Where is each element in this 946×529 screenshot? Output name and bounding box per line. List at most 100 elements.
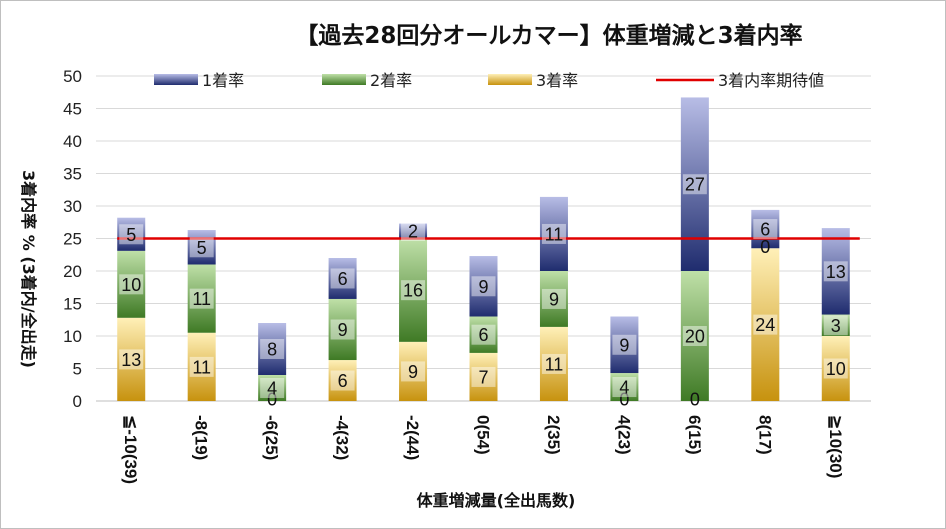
x-category-label: 0(54) — [474, 415, 493, 455]
y-tick-label: 20 — [63, 262, 82, 281]
bar-2-5 — [469, 316, 498, 353]
legend-label: 1着率 — [202, 71, 244, 90]
data-label-1-6: 11 — [545, 224, 564, 244]
y-tick-label: 0 — [73, 392, 82, 411]
bars — [117, 97, 850, 401]
bar-3-6 — [539, 326, 568, 401]
data-label-2-8: 20 — [685, 327, 705, 347]
data-label-bg — [189, 356, 214, 377]
data-label-bg — [612, 377, 637, 398]
data-label-1-10: 13 — [826, 262, 846, 282]
data-label-bg — [260, 378, 285, 398]
legend: 1着率 2着率 3着率 3着内率期待値 — [154, 71, 824, 90]
data-label-bg — [401, 221, 426, 242]
data-label-1-0: 5 — [126, 225, 136, 245]
data-label-bg — [682, 326, 707, 346]
data-label-bg — [189, 237, 214, 258]
bar-1-4 — [399, 223, 428, 239]
data-label-3-5: 7 — [478, 367, 488, 387]
data-label-bg — [612, 334, 637, 355]
data-label-bg — [541, 353, 566, 374]
bar-1-8 — [680, 97, 709, 271]
data-label-2-2: 4 — [267, 379, 277, 399]
bar-3-1 — [187, 332, 216, 401]
bar-1-7 — [610, 316, 639, 374]
data-label-3-7: 0 — [619, 390, 629, 410]
legend-swatch-1 — [154, 74, 198, 85]
bar-1-2 — [258, 323, 287, 375]
data-label-bg — [541, 223, 566, 244]
y-axis-title: 3着内率 % (3着内/全出走) — [19, 170, 38, 368]
data-label-bg — [823, 261, 848, 282]
bar-2-7 — [610, 373, 639, 401]
bar-3-4 — [399, 341, 428, 401]
data-label-3-9: 24 — [755, 315, 775, 335]
bar-1-5 — [469, 256, 498, 317]
y-tick-label: 5 — [73, 360, 82, 379]
data-label-bg — [753, 314, 778, 335]
x-category-label: 8(17) — [755, 415, 774, 455]
data-label-2-10: 3 — [831, 316, 841, 336]
data-label-bg — [823, 358, 848, 379]
bar-3-9 — [751, 248, 780, 401]
bar-2-6 — [539, 271, 568, 327]
data-label-bg — [401, 280, 426, 301]
bar-1-1 — [187, 230, 216, 265]
data-label-2-1: 11 — [192, 289, 211, 309]
data-label-bg — [753, 219, 778, 240]
data-label-1-9: 6 — [760, 220, 770, 240]
x-category-label: 6(15) — [685, 415, 704, 455]
data-label-2-5: 6 — [478, 325, 488, 345]
legend-swatch-2 — [322, 74, 366, 85]
legend-label: 3着内率期待値 — [718, 71, 824, 90]
bar-3-0 — [117, 317, 146, 401]
data-label-1-5: 9 — [478, 277, 488, 297]
x-category-label: ≧10(30) — [826, 415, 845, 478]
y-tick-label: 10 — [63, 327, 82, 346]
data-label-1-2: 8 — [267, 340, 277, 360]
bar-3-3 — [328, 360, 357, 401]
data-label-2-7: 4 — [619, 378, 629, 398]
bar-1-10 — [821, 228, 850, 315]
bar-2-3 — [328, 298, 357, 361]
bar-2-2 — [258, 375, 287, 401]
data-label-3-0: 13 — [121, 350, 141, 370]
y-tick-label: 35 — [63, 165, 82, 184]
bar-2-1 — [187, 264, 216, 333]
x-category-label: -4(32) — [333, 415, 352, 460]
bar-3-10 — [821, 336, 850, 401]
data-label-bg — [330, 268, 355, 289]
data-label-2-3: 9 — [338, 320, 348, 340]
bar-2-10 — [821, 314, 850, 336]
x-category-label: -6(25) — [262, 415, 281, 460]
data-label-3-6: 11 — [545, 354, 564, 374]
data-label-bg — [119, 349, 144, 370]
y-tick-label: 45 — [63, 100, 82, 119]
x-category-label: -2(44) — [403, 415, 422, 460]
data-label-2-4: 16 — [403, 281, 423, 301]
x-axis-title: 体重増減量(全出馬数) — [417, 491, 576, 510]
data-label-2-0: 10 — [121, 275, 141, 295]
y-tick-label: 25 — [63, 230, 82, 249]
data-label-3-10: 10 — [826, 359, 846, 379]
data-label-1-1: 5 — [197, 238, 207, 258]
data-label-3-3: 6 — [338, 371, 348, 391]
data-label-bg — [541, 288, 566, 309]
data-label-bg — [471, 324, 496, 345]
y-tick-label: 40 — [63, 132, 82, 151]
data-label-bg — [682, 174, 707, 195]
legend-label: 2着率 — [370, 71, 412, 90]
bar-2-8 — [680, 271, 709, 401]
chart-title: 【過去28回分オールカマー】体重増減と3着内率 — [295, 22, 802, 49]
y-axis-ticks: 0 5 10 15 20 25 30 35 40 45 50 — [63, 67, 82, 411]
data-label-1-3: 6 — [338, 269, 348, 289]
data-label-bg — [823, 315, 848, 336]
data-label-bg — [330, 319, 355, 340]
data-label-bg — [119, 274, 144, 295]
data-label-3-8: 0 — [690, 390, 700, 410]
data-label-3-1: 11 — [192, 357, 211, 377]
bar-2-4 — [399, 238, 428, 342]
data-label-3-2: 0 — [267, 390, 277, 410]
